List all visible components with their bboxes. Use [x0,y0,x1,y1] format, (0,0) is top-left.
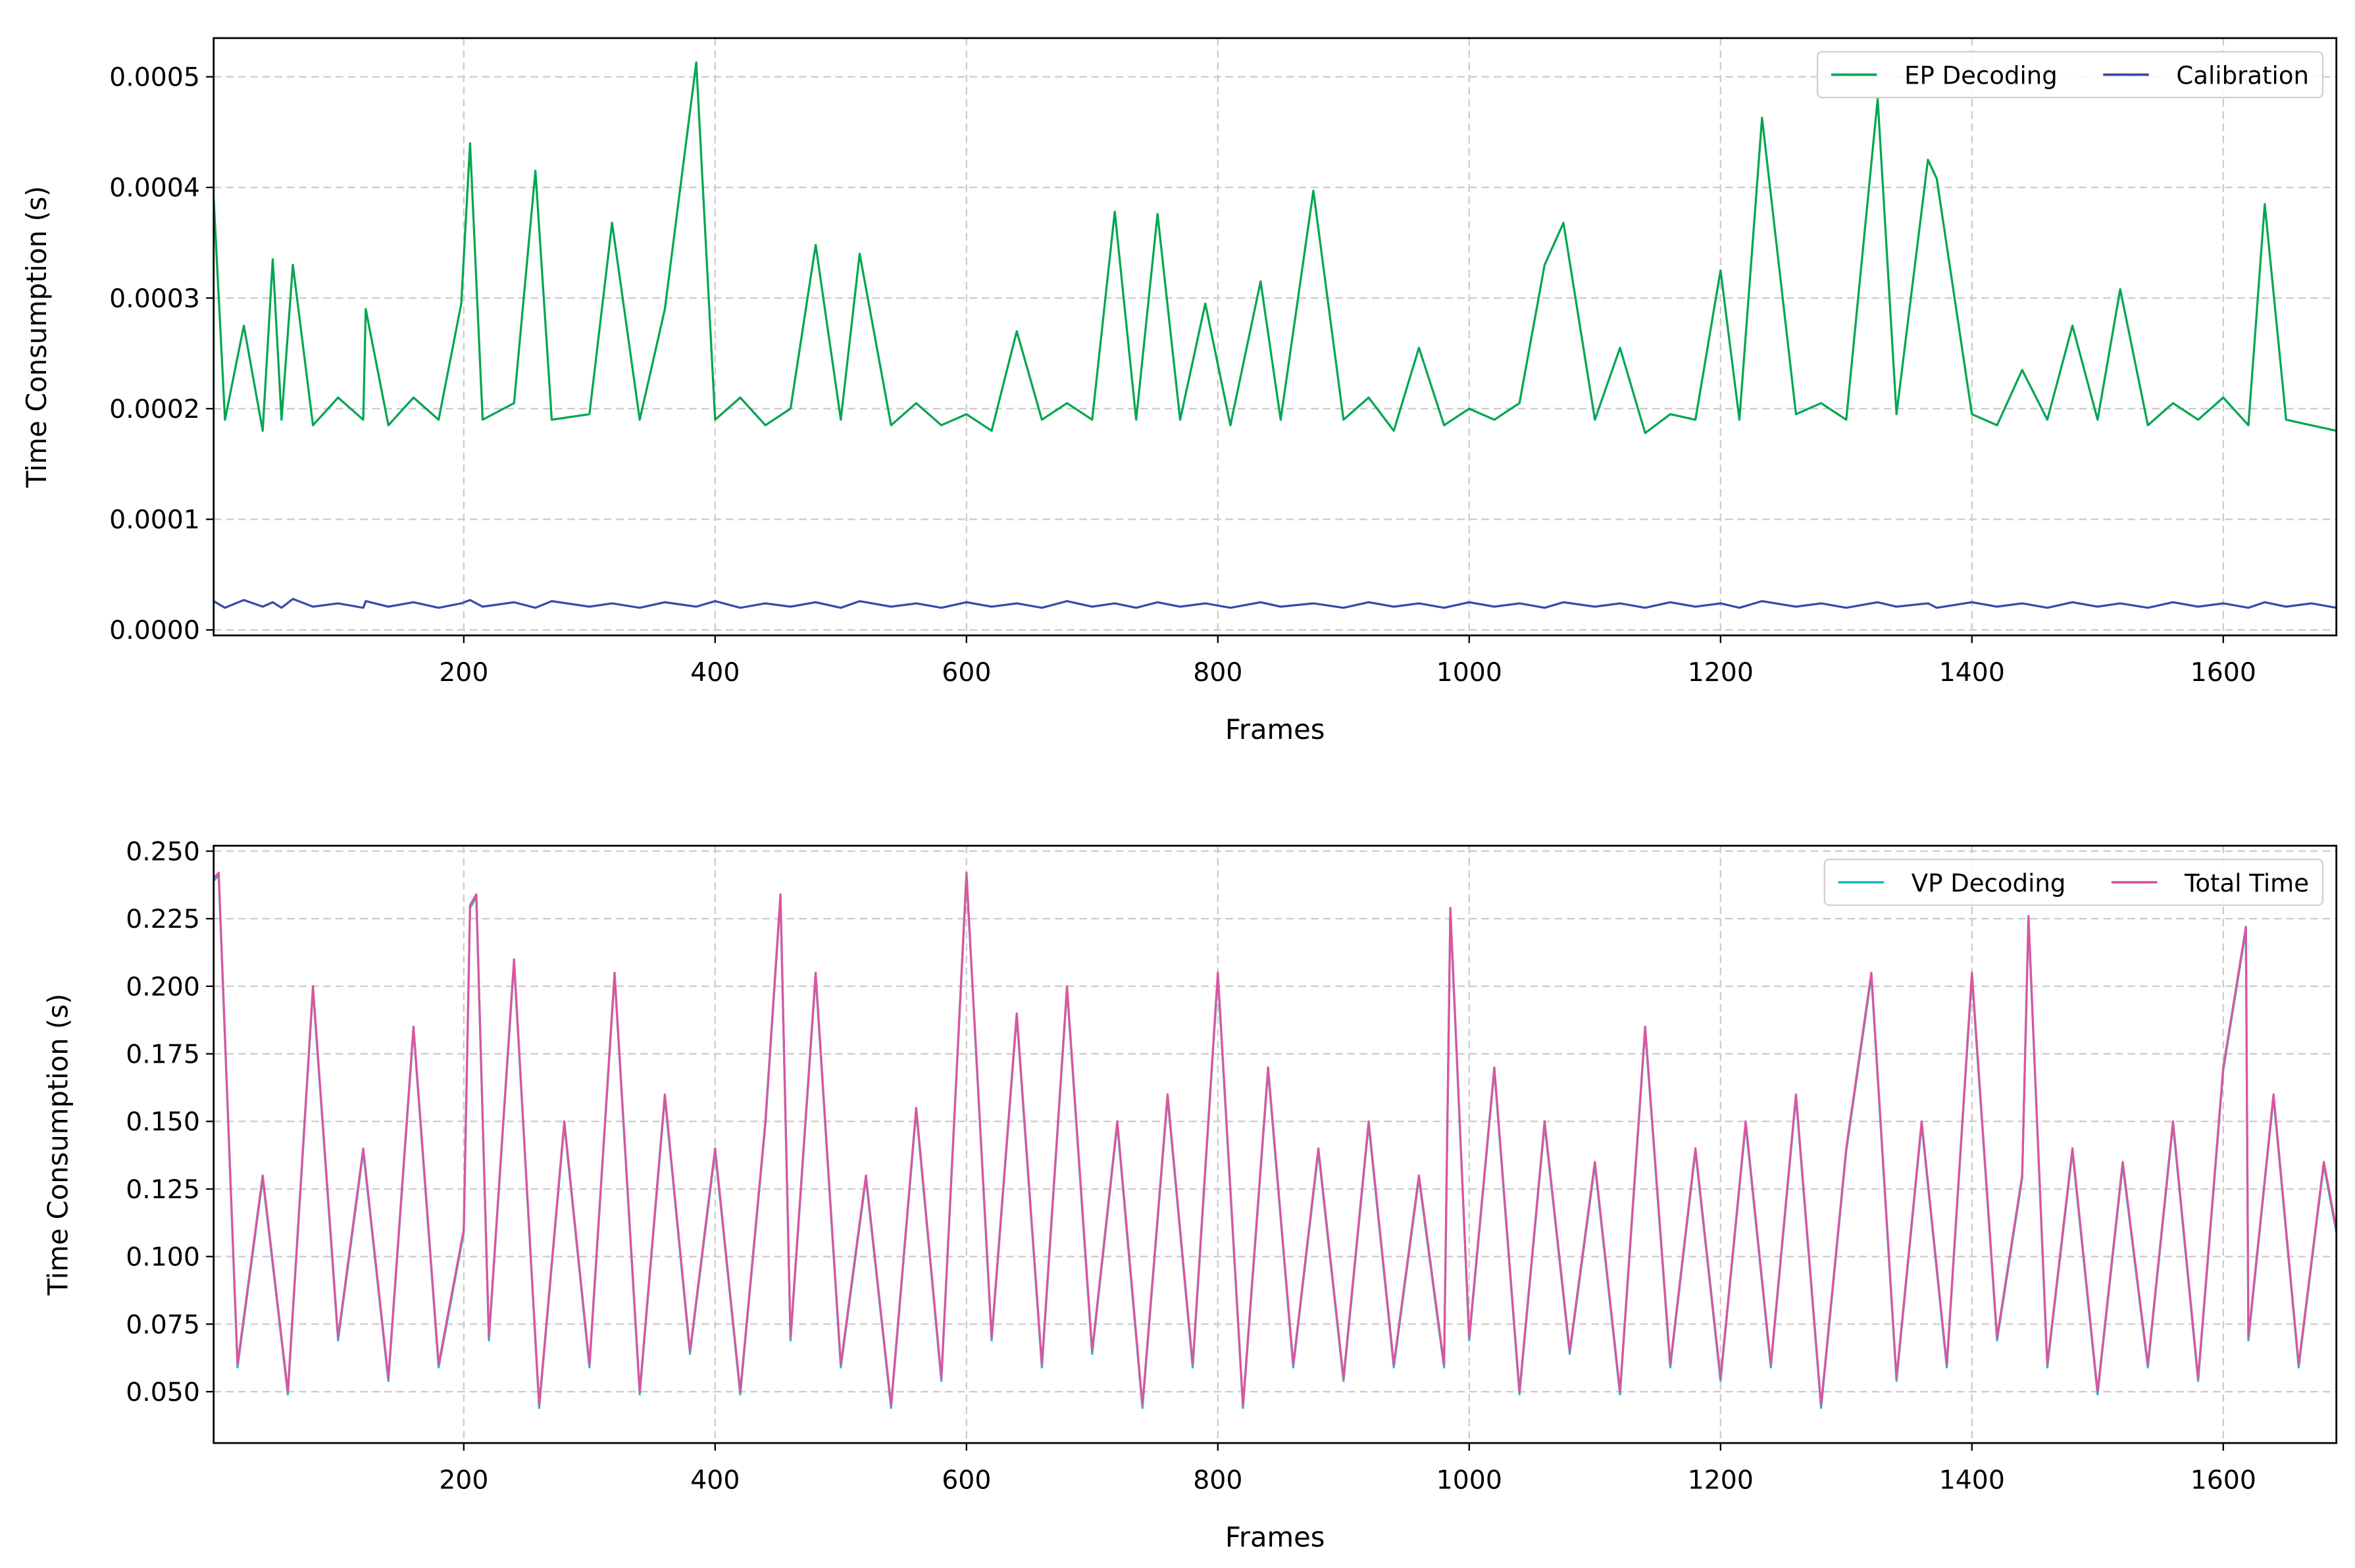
data-line [213,61,2337,434]
x-tick-label: 1600 [2190,657,2256,688]
y-tick-label: 0.075 [126,1309,200,1340]
x-tick-label: 400 [690,657,740,688]
x-tick-label: 800 [1193,657,1242,688]
y-tick-label: 0.0003 [109,284,200,314]
legend-label: Total Time [2184,869,2309,898]
x-tick-label: 200 [439,1465,488,1496]
legend-label: Calibration [2176,61,2309,89]
legend: EP Decoding Calibration [1816,51,2324,99]
y-axis-label: Time Consumption (s) [41,994,74,1296]
y-tick-label: 0.0004 [109,173,200,203]
x-tick-label: 1600 [2190,1465,2256,1496]
y-tick-label: 0.0005 [109,63,200,93]
y-tick-label: 0.200 [126,972,200,1002]
y-tick-label: 0.0002 [109,394,200,424]
y-tick-label: 0.225 [126,904,200,934]
x-tick-label: 1200 [1688,1465,1754,1496]
x-tick-label: 1400 [1939,657,2005,688]
y-tick-label: 0.0001 [109,505,200,535]
axes-frame [213,844,2338,1444]
y-tick-label: 0.0000 [109,615,200,645]
x-tick-label: 800 [1193,1465,1242,1496]
y-tick-label: 0.125 [126,1175,200,1205]
panel: 0.050 0.075 0.100 0.125 0.150 0.175 0.200 0.225… [41,836,2338,1554]
x-tick-label: 200 [439,657,488,688]
legend-label: EP Decoding [1904,61,2058,89]
x-tick-label: 600 [942,1465,991,1496]
y-axis-label: Time Consumption (s) [20,186,53,488]
y-tick-label: 0.150 [126,1107,200,1137]
y-tick-label: 0.175 [126,1039,200,1069]
data-line [213,871,2337,1407]
x-tick-label: 400 [690,1465,740,1496]
x-tick-label: 1000 [1436,1465,1502,1496]
y-tick-label: 0.100 [126,1242,200,1273]
x-tick-label: 600 [942,657,991,688]
x-axis-label: Frames [1225,713,1325,746]
x-axis-label: Frames [1225,1521,1325,1554]
panel: 0.0000 0.0001 0.0002 0.0003 0.0004 0.0005 200 4… [20,37,2338,746]
x-tick-label: 1000 [1436,657,1502,688]
legend: VP Decoding Total Time [1823,858,2324,906]
legend-label: VP Decoding [1912,869,2066,898]
legend-box [1816,51,2324,99]
y-tick-label: 0.250 [126,836,200,867]
x-tick-label: 1400 [1939,1465,2005,1496]
x-tick-label: 1200 [1688,657,1754,688]
y-tick-label: 0.050 [126,1377,200,1407]
legend-box [1823,858,2324,906]
axes-frame [213,37,2338,637]
data-line [213,597,2337,609]
